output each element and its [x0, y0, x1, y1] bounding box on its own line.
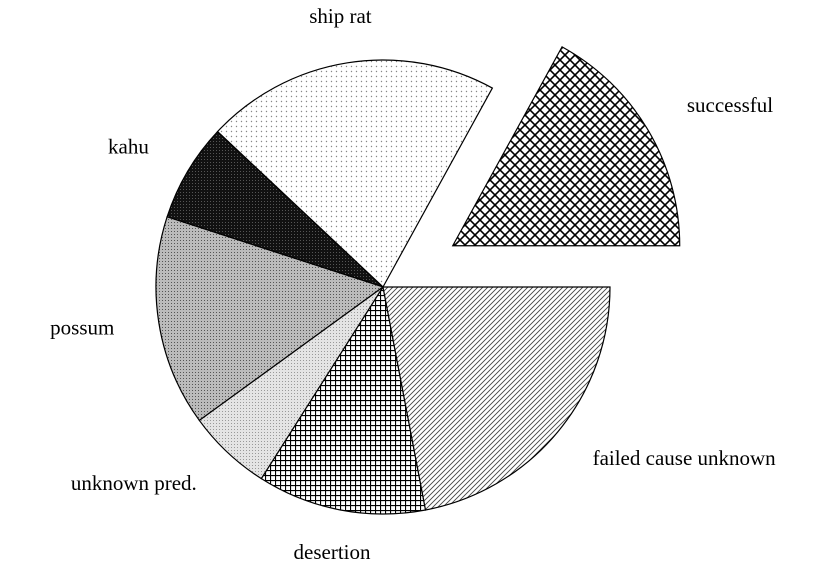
pie-slice — [216, 59, 494, 288]
pie-slice — [451, 46, 681, 247]
slice-label: ship rat — [309, 4, 372, 28]
slice-label: successful — [687, 93, 773, 117]
pie-slice — [382, 286, 611, 511]
pie-slice — [155, 216, 385, 422]
slice-label: possum — [50, 315, 114, 339]
pie-slice — [260, 285, 427, 515]
slice-label: unknown pred. — [71, 471, 197, 495]
slice-label: kahu — [108, 134, 149, 158]
slice-label: desertion — [294, 540, 371, 562]
slice-label: failed cause unknown — [593, 446, 777, 470]
